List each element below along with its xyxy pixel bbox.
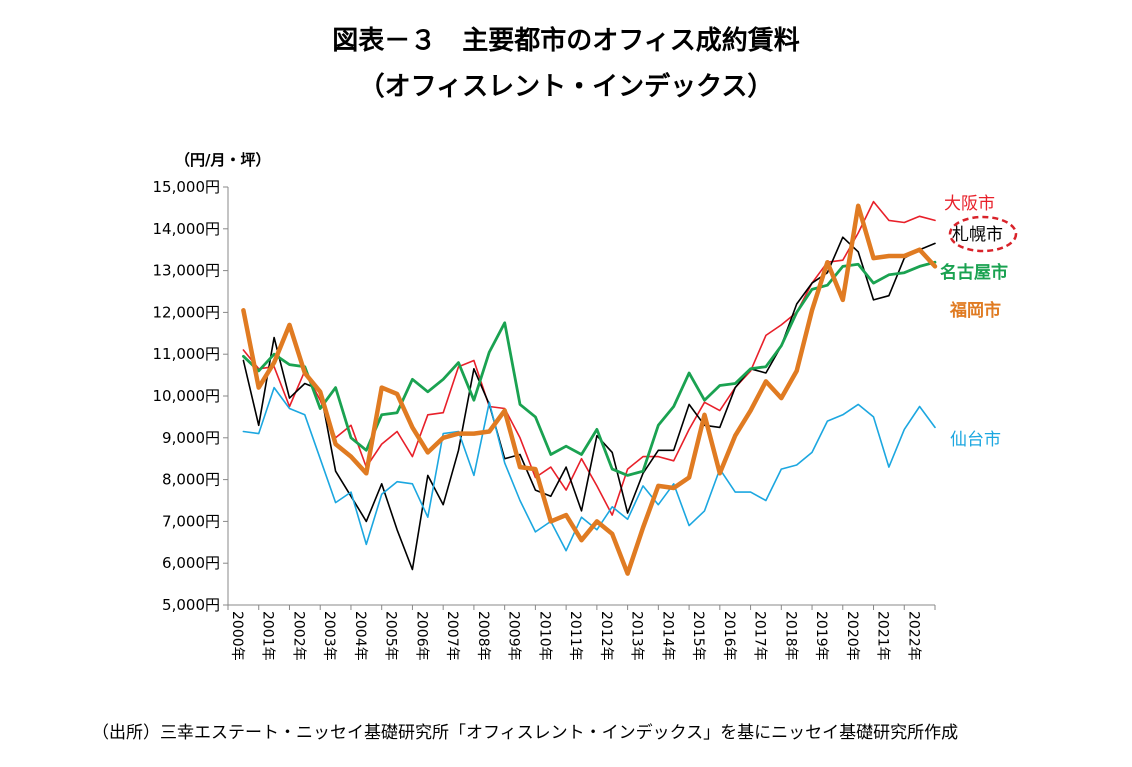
- y-tick-label: 5,000円: [162, 596, 220, 614]
- x-tick-label: 2017年: [752, 611, 768, 661]
- x-tick-label: 2013年: [629, 611, 645, 661]
- x-tick-label: 2005年: [383, 611, 399, 661]
- x-tick-label: 2016年: [721, 611, 737, 661]
- y-tick-label: 11,000円: [153, 345, 221, 363]
- y-tick-label: 10,000円: [153, 387, 221, 405]
- x-tick-label: 2006年: [413, 611, 429, 661]
- x-tick-label: 2007年: [444, 611, 460, 661]
- x-tick-label: 2009年: [506, 611, 522, 661]
- legend-label-nagoya: 名古屋市: [940, 262, 1008, 283]
- series-line-3: [241, 260, 937, 477]
- sapporo-highlight-ellipse: [948, 215, 1018, 253]
- series-line-1: [242, 236, 936, 571]
- series-line-0: [242, 200, 936, 516]
- series-line-2: [242, 386, 936, 552]
- y-tick-label: 13,000円: [153, 262, 221, 280]
- x-tick-label: 2002年: [290, 611, 306, 661]
- legend-label-sendai: 仙台市: [950, 430, 1001, 450]
- legend-label-fukuoka: 福岡市: [949, 300, 1001, 321]
- y-tick-label: 7,000円: [162, 512, 220, 530]
- x-tick-label: 2000年: [229, 611, 245, 661]
- x-tick-label: 2010年: [536, 611, 552, 661]
- y-tick-label: 6,000円: [162, 554, 220, 572]
- x-tick-label: 2012年: [598, 611, 614, 661]
- y-axis-label: （円/月・坪）: [175, 151, 270, 169]
- y-tick-label: 14,000円: [153, 220, 221, 238]
- chart-title: 図表－３ 主要都市のオフィス成約賃料: [332, 26, 800, 56]
- x-tick-label: 2020年: [844, 611, 860, 661]
- y-tick-label: 12,000円: [153, 303, 221, 321]
- legend-label-sapporo: 札幌市: [952, 225, 1003, 245]
- source-note: （出所）三幸エステート・ニッセイ基礎研究所「オフィスレント・インデックス」を基に…: [92, 723, 959, 743]
- x-tick-label: 2004年: [352, 611, 368, 661]
- x-tick-label: 2001年: [260, 611, 276, 661]
- series-line-4: [241, 203, 938, 576]
- y-tick-label: 15,000円: [153, 178, 221, 196]
- x-tick-label: 2021年: [875, 611, 891, 661]
- y-tick-label: 8,000円: [162, 471, 220, 489]
- x-tick-label: 2011年: [567, 611, 583, 661]
- x-tick-label: 2003年: [321, 611, 337, 661]
- x-tick-label: 2015年: [690, 611, 706, 661]
- x-tick-label: 2014年: [659, 611, 675, 661]
- x-tick-label: 2022年: [905, 611, 921, 661]
- y-tick-label: 9,000円: [162, 429, 220, 447]
- x-tick-label: 2018年: [782, 611, 798, 661]
- legend-label-osaka: 大阪市: [944, 194, 995, 214]
- chart-subtitle: （オフィスレント・インデックス）: [358, 72, 774, 102]
- x-tick-label: 2019年: [813, 611, 829, 661]
- x-tick-label: 2008年: [475, 611, 491, 661]
